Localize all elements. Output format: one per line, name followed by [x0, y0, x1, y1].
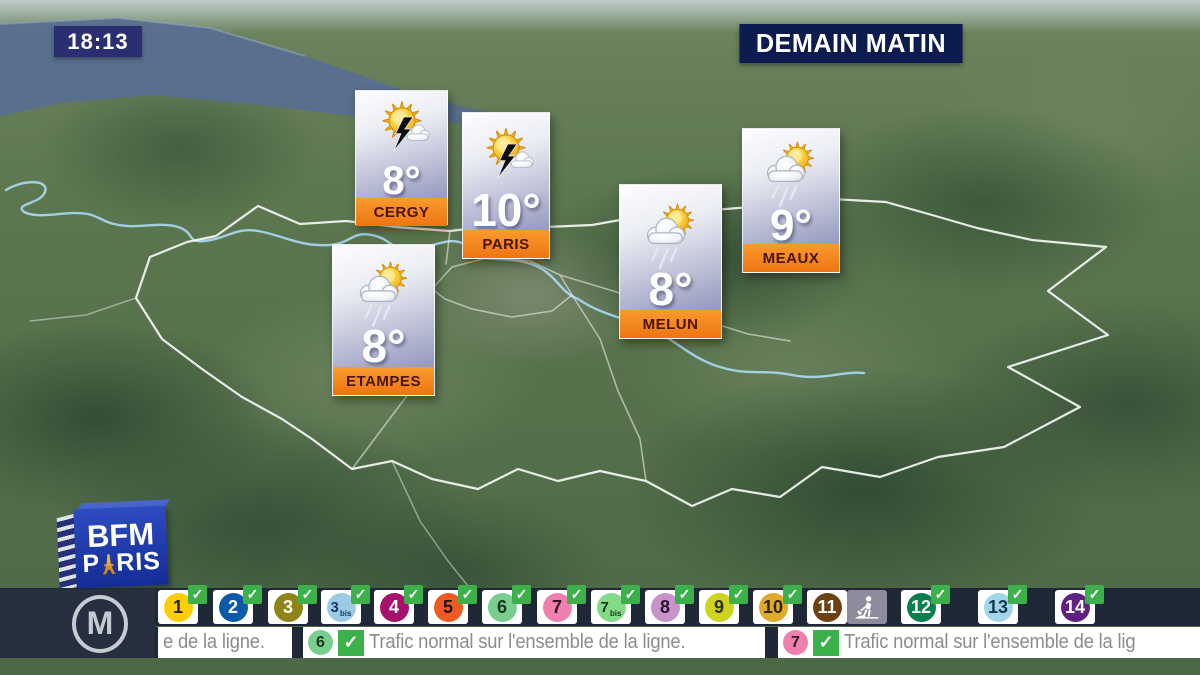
city-label: MEAUX — [743, 244, 839, 272]
line-number: 5 — [433, 592, 463, 622]
traffic-ok-check-icon: ✓ — [1085, 585, 1104, 604]
traffic-ok-check-icon: ✓ — [298, 585, 317, 604]
traffic-ok-check-icon: ✓ — [621, 585, 640, 604]
ticker-segment: 6 ✓ Trafic normal sur l'ensemble de la li… — [303, 627, 765, 658]
weather-card: 8° CERGY — [355, 90, 448, 227]
traffic-ok-check-icon: ✓ — [243, 585, 262, 604]
sun-lightning-icon — [366, 91, 438, 164]
metro-line-badge-8: 8 ✓ — [645, 585, 694, 624]
ticker-text: Trafic normal sur l'ensemble de la lig — [844, 631, 1136, 653]
metro-line-badge-11: 11 — [807, 590, 887, 624]
sun-rain-icon — [348, 245, 420, 327]
weather-card: 9° MEAUX — [742, 128, 840, 273]
line-number: 3 bis — [326, 592, 356, 622]
temperature-label: 8° — [648, 262, 693, 315]
metro-logo-box: M — [0, 589, 155, 658]
temperature-label: 8° — [382, 159, 421, 204]
ticker-line-badge-6: 6 — [308, 630, 333, 655]
bfm-paris-logo: BFM P RIS — [54, 499, 170, 594]
metro-line-badge-13: 13 ✓ — [978, 585, 1027, 624]
clock-badge: 18:13 — [54, 26, 142, 57]
line-number: 14 — [1060, 592, 1090, 622]
metro-line-badge-7: 7 ✓ — [537, 585, 586, 624]
metro-line-badge-4: 4 ✓ — [374, 585, 423, 624]
line-number: 12 — [906, 592, 936, 622]
line-number: 8 — [650, 592, 680, 622]
weather-card: 10° PARIS — [462, 112, 550, 259]
ticker-text: Trafic normal sur l'ensemble de la ligne… — [369, 631, 686, 653]
metro-line-badge-12: 12 ✓ — [901, 585, 950, 624]
line-number: 10 — [758, 592, 788, 622]
clock-time: 18:13 — [67, 28, 129, 54]
sun-rain-icon — [635, 185, 707, 269]
eiffel-tower-icon — [102, 553, 116, 574]
city-label: MELUN — [620, 310, 721, 338]
metro-line-badge-6: 6 ✓ — [482, 585, 531, 624]
metro-line-badge-1: 1 ✓ — [158, 585, 207, 624]
traffic-ok-check-icon: ✓ — [512, 585, 531, 604]
line-number: 9 — [704, 592, 734, 622]
metro-logo: M — [72, 595, 128, 653]
line-number: 4 — [379, 592, 409, 622]
line-number: 2 — [218, 592, 248, 622]
traffic-ok-check-icon: ✓ — [1008, 585, 1027, 604]
metro-line-badge-10: 10 ✓ — [753, 585, 802, 624]
metro-line-badge-9: 9 ✓ — [699, 585, 748, 624]
line-works-badge — [847, 590, 887, 624]
temperature-label: 10° — [471, 183, 541, 236]
line-number: 11 — [812, 592, 842, 622]
ticker-line-badge-7: 7 — [783, 630, 808, 655]
paris-wordmark: P RIS — [81, 546, 162, 578]
city-label: ETAMPES — [333, 367, 434, 395]
weather-card: 8° ETAMPES — [332, 244, 435, 396]
line-number: 13 — [983, 592, 1013, 622]
traffic-ok-check-icon: ✓ — [729, 585, 748, 604]
line-number: 3 — [273, 592, 303, 622]
traffic-ok-check-icon: ✓ — [458, 585, 477, 604]
metro-line-badge-2: 2 ✓ — [213, 585, 262, 624]
traffic-ok-check-icon: ✓ — [675, 585, 694, 604]
metro-line-badge-14: 14 ✓ — [1055, 585, 1104, 624]
ticker-segment: e de la ligne. — [158, 627, 292, 658]
city-label: CERGY — [356, 198, 447, 227]
bfm-wordmark: BFM — [86, 515, 155, 554]
line-number: 7 — [542, 592, 572, 622]
traffic-ok-check-icon: ✓ — [351, 585, 370, 604]
weather-card: 8° MELUN — [619, 184, 722, 339]
headline-badge: DEMAIN MATIN — [739, 24, 963, 63]
traffic-ok-check-icon: ✓ — [931, 585, 950, 604]
city-label: PARIS — [463, 230, 549, 258]
line-number: 7 bis — [596, 592, 626, 622]
traffic-ok-check-icon: ✓ — [783, 585, 802, 604]
roadworks-icon — [855, 596, 879, 619]
temperature-label: 9° — [769, 200, 813, 250]
metro-line-badge-3bis: 3 bis ✓ — [321, 585, 370, 624]
line-number: 6 — [487, 592, 517, 622]
ticker-text: e de la ligne. — [163, 631, 265, 653]
region-boundary — [29, 197, 1110, 587]
sun-lightning-icon — [470, 113, 542, 191]
temperature-label: 8° — [361, 320, 406, 373]
line-number: 1 — [163, 592, 193, 622]
metro-line-badge-5: 5 ✓ — [428, 585, 477, 624]
headline-title: DEMAIN MATIN — [755, 28, 947, 58]
ticker-check-icon: ✓ — [813, 629, 839, 656]
ticker-check-icon: ✓ — [338, 629, 364, 656]
traffic-ok-check-icon: ✓ — [404, 585, 423, 604]
logo-cube-front: BFM P RIS — [73, 505, 169, 589]
traffic-ticker: e de la ligne. 6 ✓ Trafic normal sur l'ens… — [155, 627, 1200, 658]
traffic-ok-check-icon: ✓ — [188, 585, 207, 604]
traffic-ok-check-icon: ✓ — [567, 585, 586, 604]
metro-line-badge-3: 3 ✓ — [268, 585, 317, 624]
sun-rain-icon — [755, 129, 827, 207]
ticker-segment: 7 ✓ Trafic normal sur l'ensemble de la li… — [778, 627, 1200, 658]
metro-line-badge-7bis: 7 bis ✓ — [591, 585, 640, 624]
